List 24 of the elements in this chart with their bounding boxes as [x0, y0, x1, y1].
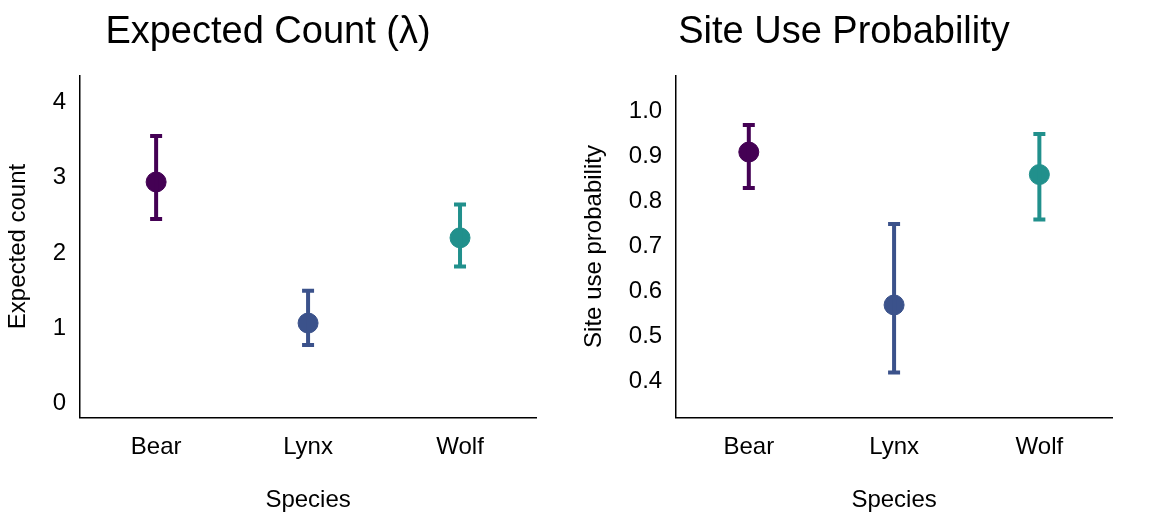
- x-axis-title: Species: [265, 485, 351, 513]
- chart-title: Expected Count (λ): [105, 9, 431, 52]
- y-tick-label: 0.6: [628, 276, 663, 304]
- x-tick-label: Bear: [130, 432, 182, 460]
- y-tick-label: 2: [52, 237, 67, 265]
- x-tick-label: Bear: [723, 432, 775, 460]
- y-tick-label: 1.0: [628, 96, 663, 124]
- y-tick-label: 0.4: [628, 366, 663, 394]
- y-tick-label: 1: [52, 312, 67, 340]
- y-axis-title: Site use probability: [579, 145, 607, 348]
- x-tick-label: Wolf: [436, 432, 485, 460]
- y-tick-label: 4: [52, 86, 67, 114]
- y-tick-label: 3: [52, 162, 67, 190]
- y-tick-label: 0: [52, 388, 67, 416]
- y-tick-label: 0.9: [628, 141, 663, 169]
- x-tick-label: Lynx: [283, 432, 333, 460]
- y-tick-label: 0.7: [628, 231, 663, 259]
- y-tick-label: 0.5: [628, 321, 663, 349]
- x-tick-label: Lynx: [869, 432, 919, 460]
- x-tick-label: Wolf: [1015, 432, 1064, 460]
- y-axis-title: Expected count: [3, 163, 31, 330]
- y-tick-label: 0.8: [628, 186, 663, 214]
- x-axis-title: Species: [851, 485, 937, 513]
- chart-title: Site Use Probability: [678, 9, 1010, 52]
